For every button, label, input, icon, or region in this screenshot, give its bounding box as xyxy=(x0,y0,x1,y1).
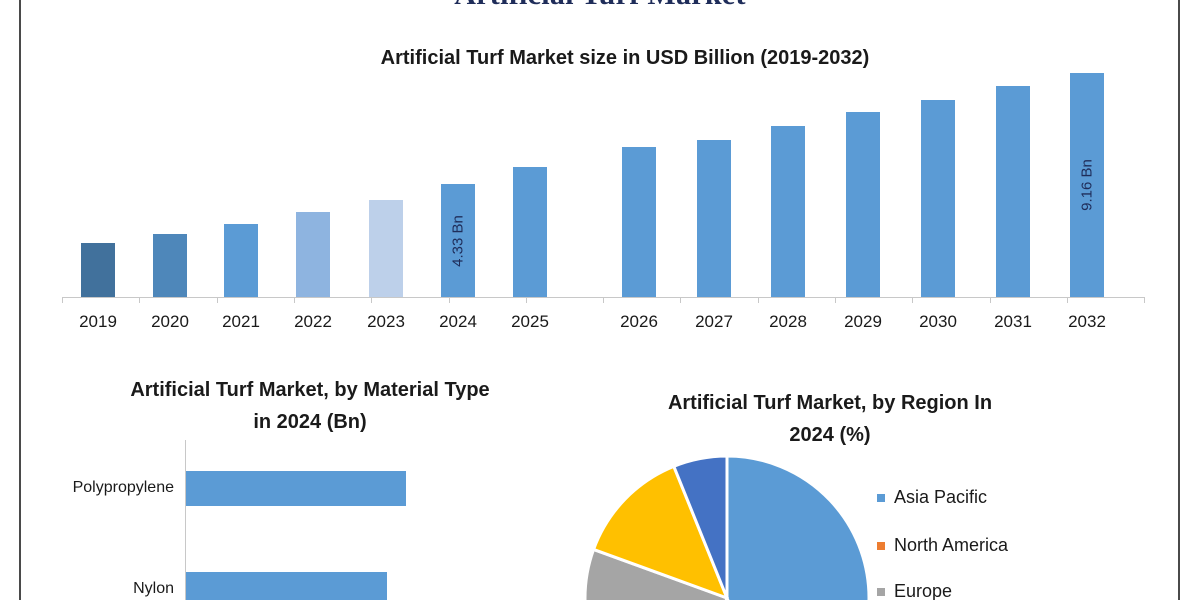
x-tick xyxy=(603,297,604,303)
x-tick-label: 2029 xyxy=(844,312,882,331)
x-tick xyxy=(835,297,836,303)
pie-slice-south-america xyxy=(671,454,729,599)
x-tick-label: 2027 xyxy=(695,312,733,331)
x-tick xyxy=(294,297,295,303)
pie-slice-asia-pacific xyxy=(725,454,871,600)
bar-value-label: 4.33 Bn xyxy=(449,214,467,267)
region-chart-title-line1: Artificial Turf Market, by Region In xyxy=(667,392,993,414)
x-tick-label: 2030 xyxy=(919,312,957,331)
material-label: Nylon xyxy=(133,580,174,597)
x-tick xyxy=(449,297,450,303)
material-bar-nylon xyxy=(186,572,387,600)
material-bar-polypropylene xyxy=(186,471,406,506)
legend-item: Asia Pacific xyxy=(877,487,987,508)
x-tick-label: 2019 xyxy=(79,312,117,331)
bar-2028 xyxy=(771,126,805,297)
bar-2029 xyxy=(846,112,880,297)
bar-2026 xyxy=(622,147,656,297)
bar-2020 xyxy=(153,234,187,297)
pie-slice-middle-east-africa xyxy=(591,464,730,600)
x-tick-label: 2026 xyxy=(620,312,658,331)
legend-swatch-icon xyxy=(877,493,885,502)
x-tick xyxy=(680,297,681,303)
market-size-chart-title: Artificial Turf Market size in USD Billi… xyxy=(380,47,870,69)
legend-label: Europe xyxy=(894,581,953,600)
material-chart-title-line1: Artificial Turf Market, by Material Type xyxy=(130,379,490,401)
x-tick xyxy=(62,297,63,303)
x-tick-label: 2031 xyxy=(994,312,1032,331)
right-frame-border xyxy=(1178,0,1180,600)
x-tick xyxy=(1144,297,1145,303)
x-tick-label: 2024 xyxy=(439,312,477,331)
material-chart-title: Artificial Turf Market, by Material Type… xyxy=(40,374,580,438)
legend-label: North America xyxy=(894,535,1009,555)
material-label: Polypropylene xyxy=(72,479,174,496)
material-y-axis xyxy=(185,440,186,600)
bar-2024: 4.33 Bn xyxy=(441,184,475,297)
legend-item: Europe xyxy=(877,581,952,600)
bar-2021 xyxy=(224,224,258,297)
x-tick xyxy=(217,297,218,303)
x-tick xyxy=(912,297,913,303)
x-tick-label: 2028 xyxy=(769,312,807,331)
x-tick xyxy=(139,297,140,303)
bar-2025 xyxy=(513,167,547,297)
region-pie-chart xyxy=(585,454,871,600)
bar-2032: 9.16 Bn xyxy=(1070,73,1104,297)
x-tick-label: 2032 xyxy=(1068,312,1106,331)
x-tick xyxy=(371,297,372,303)
bar-2027 xyxy=(697,140,731,297)
region-chart-title-line2: 2024 (%) xyxy=(789,424,871,446)
legend-swatch-icon xyxy=(877,587,885,596)
infographic-title: Artificial Turf Market xyxy=(0,0,1200,12)
legend-item: North America xyxy=(877,535,1008,556)
legend-swatch-icon xyxy=(877,541,885,550)
x-tick-label: 2020 xyxy=(151,312,189,331)
bar-2019 xyxy=(81,243,115,297)
x-tick xyxy=(1067,297,1068,303)
bar-value-label: 9.16 Bn xyxy=(1078,159,1096,211)
bar-2031 xyxy=(996,86,1030,297)
x-tick-label: 2025 xyxy=(511,312,549,331)
pie-slice-europe xyxy=(585,547,729,600)
left-frame-border xyxy=(19,0,21,600)
x-tick xyxy=(990,297,991,303)
material-chart-title-line2: in 2024 (Bn) xyxy=(253,411,367,433)
bar-2030 xyxy=(921,100,955,297)
x-tick xyxy=(526,297,527,303)
x-tick-label: 2022 xyxy=(294,312,332,331)
bar-2023 xyxy=(369,200,403,297)
x-tick-label: 2021 xyxy=(222,312,260,331)
bar-2022 xyxy=(296,212,330,297)
x-tick-label: 2023 xyxy=(367,312,405,331)
legend-label: Asia Pacific xyxy=(894,487,988,507)
x-tick xyxy=(758,297,759,303)
region-chart-title: Artificial Turf Market, by Region In 202… xyxy=(580,387,1080,451)
